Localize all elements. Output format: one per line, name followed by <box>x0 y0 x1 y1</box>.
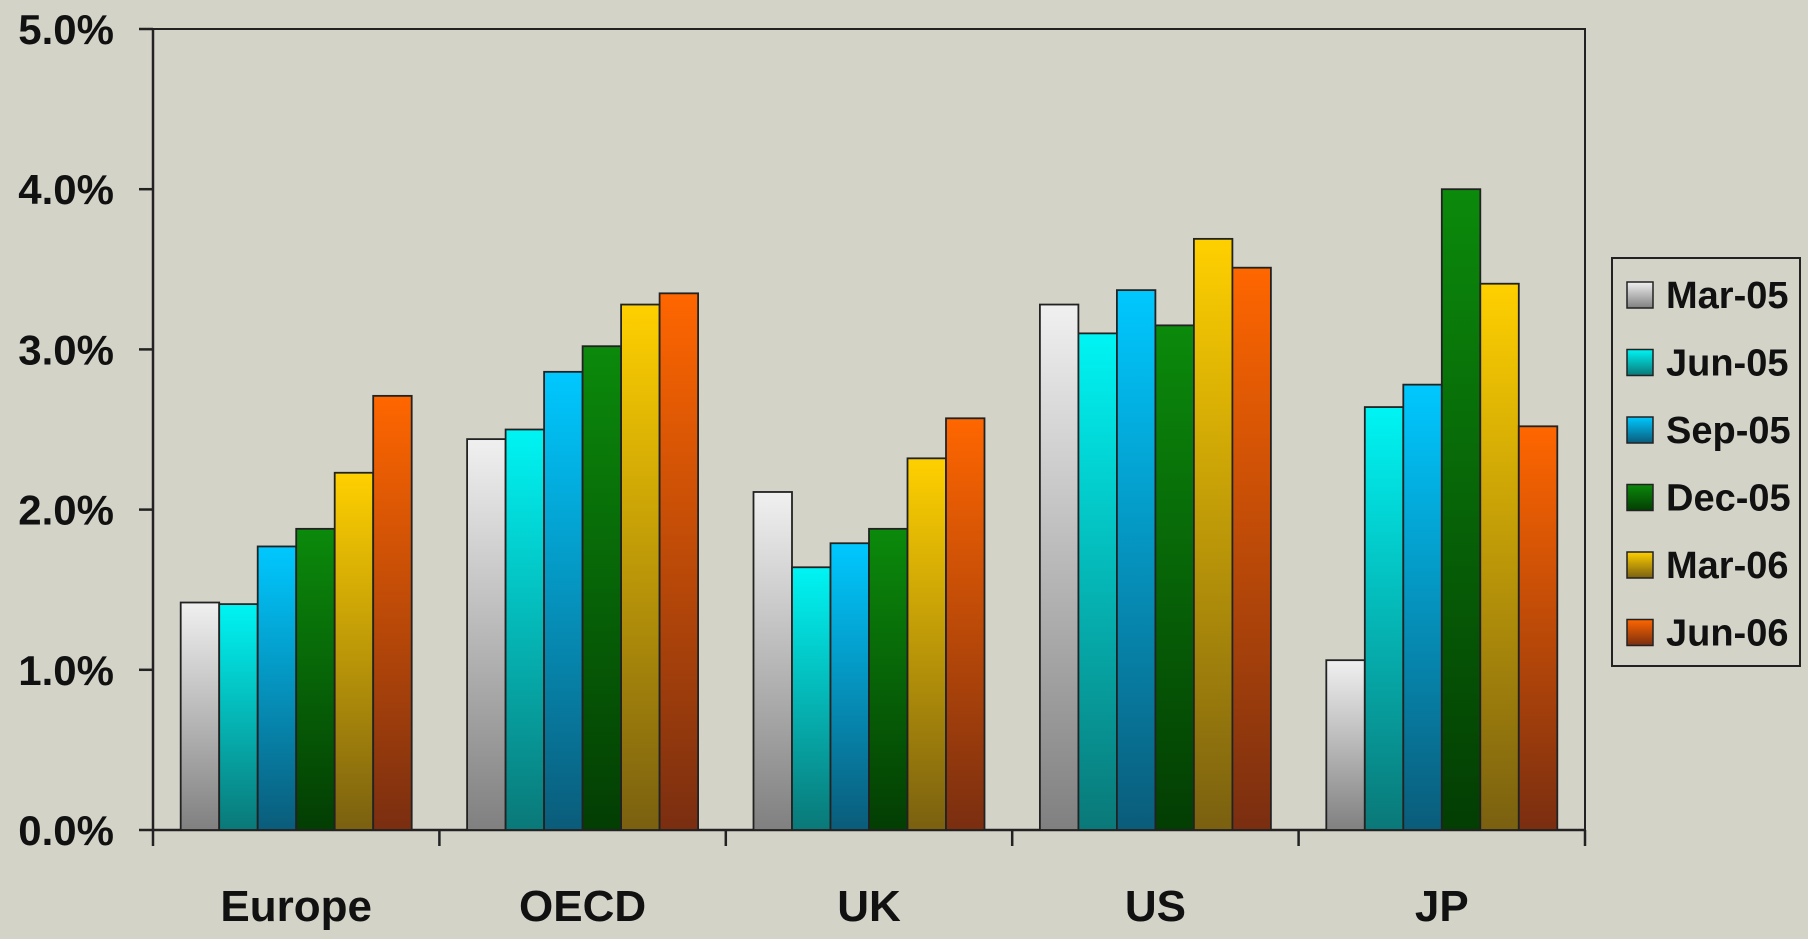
x-tick-label: Europe <box>220 882 372 931</box>
legend-swatch <box>1626 618 1654 647</box>
legend-swatch <box>1626 281 1654 309</box>
legend-label: Mar-06 <box>1666 545 1789 587</box>
legend-label: Jun-05 <box>1666 343 1788 385</box>
bar-uk-mar-06 <box>906 457 947 831</box>
legend-swatch <box>1626 483 1654 512</box>
bar-uk-jun-05 <box>791 566 832 831</box>
bar-oecd-dec-05 <box>581 345 622 831</box>
bar-us-dec-05 <box>1154 324 1195 831</box>
bar-oecd-mar-06 <box>620 303 661 831</box>
bar-jp-dec-05 <box>1440 188 1482 831</box>
bar-oecd-sep-05 <box>543 370 584 831</box>
y-tick-label: 1.0% <box>18 647 114 694</box>
legend-label: Sep-05 <box>1666 410 1791 452</box>
y-tick-label: 5.0% <box>18 6 114 53</box>
bar-europe-mar-05 <box>179 601 221 831</box>
legend-box <box>1611 257 1801 667</box>
bar-europe-sep-05 <box>256 545 298 831</box>
y-tick-label: 2.0% <box>18 487 114 534</box>
y-tick-label: 4.0% <box>18 166 114 213</box>
plot-frame <box>153 28 1586 830</box>
legend-swatch <box>1626 416 1654 444</box>
legend-label: Mar-05 <box>1666 275 1789 317</box>
y-tick-label: 0.0% <box>18 807 114 854</box>
bar-uk-dec-05 <box>868 527 909 831</box>
x-tick-label: US <box>1125 882 1186 931</box>
bar-uk-mar-05 <box>752 491 793 831</box>
bar-oecd-jun-06 <box>658 292 699 831</box>
bar-us-sep-05 <box>1116 289 1157 831</box>
bar-us-jun-05 <box>1077 332 1118 831</box>
bar-europe-jun-05 <box>218 603 259 831</box>
bar-us-jun-06 <box>1231 266 1272 831</box>
bar-jp-mar-06 <box>1479 282 1520 831</box>
bar-jp-jun-05 <box>1363 406 1405 831</box>
bar-oecd-mar-05 <box>466 438 507 831</box>
bar-europe-mar-06 <box>333 471 375 831</box>
legend-label: Jun-06 <box>1666 613 1788 655</box>
bar-europe-dec-05 <box>295 527 336 831</box>
bar-jp-mar-05 <box>1325 659 1366 831</box>
legend-swatch <box>1626 551 1654 579</box>
legend-swatch <box>1626 348 1654 377</box>
legend-label: Dec-05 <box>1666 478 1791 520</box>
bar-us-mar-06 <box>1193 237 1234 831</box>
y-tick-label: 3.0% <box>18 326 114 373</box>
bar-jp-jun-06 <box>1517 425 1559 831</box>
bar-jp-sep-05 <box>1402 383 1443 831</box>
x-tick-label: JP <box>1415 882 1469 931</box>
bar-uk-sep-05 <box>829 542 870 831</box>
bar-us-mar-05 <box>1039 303 1080 831</box>
bar-uk-jun-06 <box>945 417 986 831</box>
bar-oecd-jun-05 <box>504 428 546 831</box>
x-tick-label: UK <box>837 882 901 931</box>
x-tick-label: OECD <box>519 882 646 931</box>
bar-europe-jun-06 <box>372 394 413 831</box>
